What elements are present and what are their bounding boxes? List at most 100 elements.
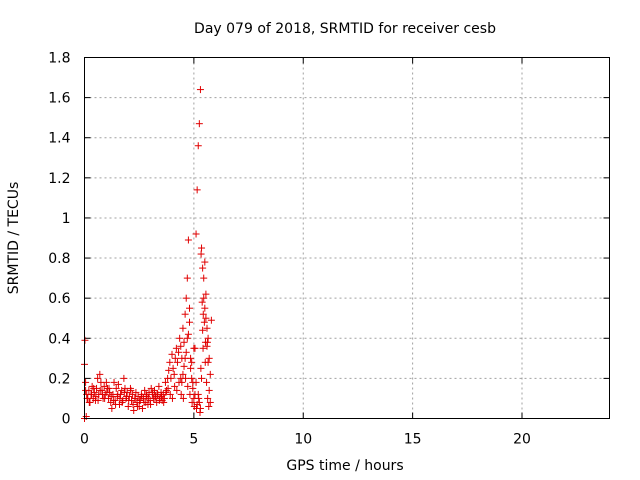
data-point — [90, 384, 98, 392]
data-point — [201, 338, 209, 346]
data-point — [158, 392, 165, 400]
data-point — [179, 370, 187, 378]
data-point — [101, 394, 109, 402]
data-point — [172, 344, 180, 352]
data-point — [166, 358, 174, 366]
y-tick-label: 0.2 — [48, 371, 70, 387]
data-point — [196, 408, 204, 416]
y-tick-label: 1.8 — [48, 51, 70, 67]
data-point — [206, 370, 214, 378]
data-point — [198, 244, 206, 252]
data-point — [171, 354, 179, 362]
data-point — [96, 386, 104, 394]
data-point — [195, 120, 203, 128]
data-point — [118, 398, 126, 406]
data-point — [166, 390, 174, 398]
data-point — [109, 396, 117, 404]
data-point — [179, 394, 187, 402]
data-point — [131, 394, 139, 402]
x-tick-label: 15 — [404, 432, 422, 448]
data-point — [180, 362, 188, 370]
data-point — [170, 370, 178, 378]
data-point — [205, 402, 213, 410]
data-point — [177, 390, 185, 398]
data-point — [112, 400, 120, 408]
data-point — [94, 374, 102, 382]
data-point — [82, 386, 90, 394]
data-point — [204, 334, 212, 342]
x-tick-label: 5 — [189, 432, 198, 448]
data-point — [116, 394, 124, 402]
data-point — [202, 290, 210, 298]
data-point — [173, 358, 181, 366]
data-point — [194, 142, 202, 150]
data-point — [187, 364, 195, 372]
data-point — [200, 318, 208, 326]
data-point — [140, 398, 148, 406]
data-point — [120, 388, 128, 396]
data-point — [184, 236, 192, 244]
data-point — [108, 404, 116, 412]
data-point — [165, 366, 173, 374]
grid-lines — [84, 57, 610, 419]
data-point — [160, 398, 168, 406]
data-point — [132, 388, 140, 396]
plot-frame — [84, 57, 610, 419]
data-point — [199, 326, 207, 334]
data-point — [186, 318, 193, 326]
data-point — [177, 374, 185, 382]
y-tick-label: 1.4 — [48, 131, 70, 147]
data-point — [201, 258, 209, 266]
data-point — [191, 390, 199, 398]
data-point — [183, 274, 191, 282]
data-point — [138, 404, 146, 412]
data-point — [127, 386, 135, 394]
data-point — [201, 304, 209, 312]
chart-title: Day 079 of 2018, SRMTID for receiver ces… — [194, 21, 496, 37]
data-point — [114, 380, 122, 388]
data-point — [162, 388, 170, 396]
data-point — [147, 400, 155, 408]
tick-labels: 0 0.2 0.4 0.6 0.8 1 1.2 1.4 1.6 1.8 0 5 10 15 20 — [48, 51, 531, 448]
data-point — [183, 334, 191, 342]
data-point — [178, 378, 186, 386]
data-point — [181, 310, 189, 318]
data-point — [204, 394, 212, 402]
data-point — [114, 390, 122, 398]
data-point — [138, 392, 146, 400]
data-point — [203, 324, 211, 332]
data-point — [198, 298, 206, 306]
data-point — [205, 354, 213, 362]
data-point — [182, 348, 190, 356]
data-point — [168, 394, 176, 402]
data-point — [188, 374, 196, 382]
data-point — [193, 400, 201, 408]
data-point — [155, 396, 163, 404]
data-point — [184, 330, 192, 338]
data-point — [180, 338, 188, 346]
data-point — [188, 358, 196, 366]
data-point — [151, 394, 159, 402]
y-tick-label: 0.8 — [48, 251, 70, 267]
data-point — [123, 392, 130, 400]
data-point — [176, 334, 184, 342]
data-point — [161, 378, 169, 386]
data-point — [141, 386, 149, 394]
data-point — [199, 344, 207, 352]
data-point — [105, 384, 113, 392]
data-point — [133, 402, 141, 410]
data-point — [168, 350, 176, 358]
data-point — [199, 264, 207, 272]
y-tick-label: 0.4 — [48, 331, 70, 347]
y-tick-label: 1 — [62, 211, 71, 227]
data-point — [153, 390, 161, 398]
y-tick-label: 1.2 — [48, 171, 70, 187]
data-point — [202, 314, 210, 322]
data-point — [149, 388, 157, 396]
data-point — [155, 382, 163, 390]
data-point — [96, 370, 104, 378]
data-point — [207, 316, 215, 324]
data-points — [81, 86, 215, 422]
data-point — [94, 396, 102, 404]
